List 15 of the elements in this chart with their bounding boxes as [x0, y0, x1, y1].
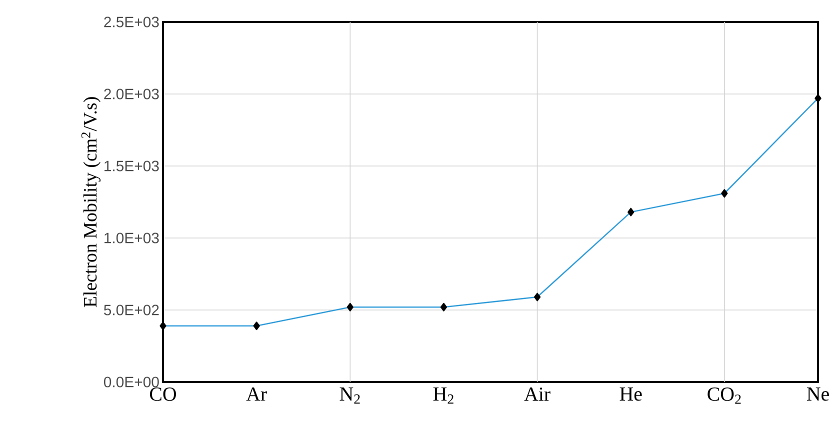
- y-axis-title: Electron Mobility (cm$^{2}$/V.s): [81, 97, 101, 308]
- x-tick-label: H$_{2}$: [433, 388, 454, 404]
- x-tick-label: Ar: [246, 388, 267, 401]
- y-tick-label: 2.5E+03: [104, 16, 159, 28]
- x-tick-label: CO$_{2}$: [708, 388, 741, 404]
- x-tick-label: Air: [524, 388, 550, 401]
- y-tick-label: 1.0E+03: [104, 232, 159, 244]
- x-tick-label: CO: [150, 388, 176, 401]
- x-tick-label: He: [620, 388, 642, 401]
- x-tick-label: Ne: [806, 388, 829, 401]
- y-tick-label: 0.0E+00: [104, 376, 159, 388]
- x-tick-label: N$_{2}$: [340, 388, 360, 404]
- y-tick-label: 5.0E+02: [104, 304, 159, 316]
- y-tick-label: 2.0E+03: [104, 88, 159, 100]
- y-tick-label: 1.5E+03: [104, 160, 159, 172]
